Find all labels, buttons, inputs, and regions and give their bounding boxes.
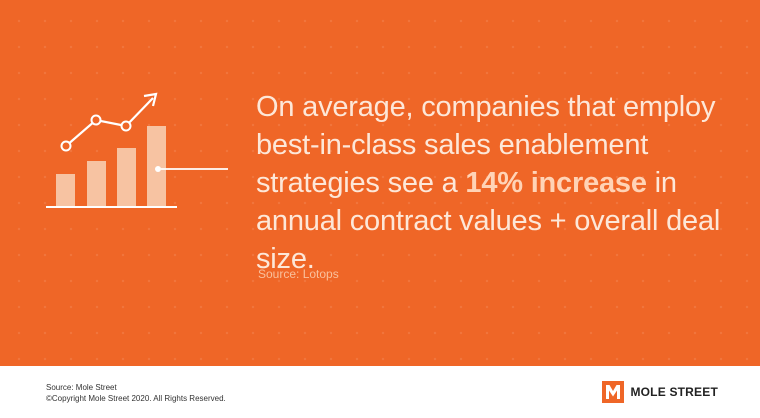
footer: Source: Mole Street ©Copyright Mole Stre… (0, 366, 760, 418)
bar-chart-growth-icon (46, 92, 228, 208)
headline-statistic: On average, companies that employ best-i… (256, 88, 736, 278)
bar-3 (117, 148, 136, 206)
headline-highlight: 14% increase (465, 167, 647, 199)
bar-2 (87, 161, 106, 206)
footer-source: Source: Mole Street (46, 383, 117, 392)
bar-4 (147, 126, 166, 206)
source-citation: Source: Lotops (258, 267, 339, 281)
trend-point-3 (120, 120, 132, 132)
mole-street-logo-icon (602, 381, 625, 403)
headline-text-start: On average, companies that employ best-i… (256, 91, 716, 199)
brand-logo: MOLE STREET (602, 381, 718, 403)
pointer-dot (155, 166, 161, 172)
footer-credits: Source: Mole Street ©Copyright Mole Stre… (46, 382, 226, 404)
infographic-card: On average, companies that employ best-i… (0, 0, 760, 366)
footer-copyright: ©Copyright Mole Street 2020. All Rights … (46, 394, 226, 403)
trend-line (65, 97, 154, 147)
trend-point-2 (90, 114, 102, 126)
arrow-head-icon (143, 92, 158, 107)
brand-name: MOLE STREET (630, 385, 718, 399)
headline-text-end: in annual contract values + overall deal… (256, 167, 721, 275)
bar-1 (56, 174, 75, 206)
trend-point-1 (60, 140, 72, 152)
